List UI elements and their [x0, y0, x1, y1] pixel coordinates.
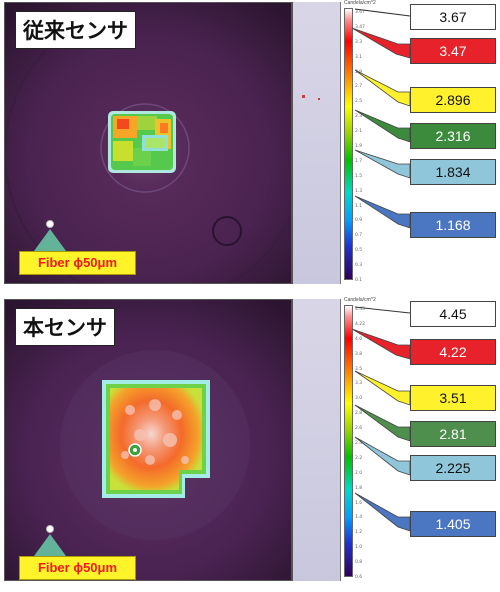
colorbar-tick-label: 4.22: [355, 321, 366, 327]
scale-strip: [292, 299, 341, 581]
colorbar-tick-label: 0.9: [355, 218, 363, 224]
callout-value: 3.47: [410, 38, 496, 64]
callout-value: 4.45: [410, 301, 496, 327]
colorbar-tick-label: 1.9: [355, 144, 363, 149]
fiber-label: Fiber ϕ50μm: [19, 251, 136, 275]
colorbar-tick-label: 0.8: [355, 560, 363, 566]
colorbar-tick-label: 1.2: [355, 530, 363, 536]
callout-value: 1.405: [410, 511, 496, 537]
colorbar-tick-label: 0.1: [355, 278, 363, 283]
colorbar: [344, 305, 353, 577]
colorbar-tick-label: 1.3: [355, 188, 363, 194]
colorbar-tick-label: 3.3: [355, 39, 363, 45]
panel-title: 本センサ: [15, 308, 115, 346]
colorbar-tick-label: 3.5: [355, 366, 363, 372]
colorbar-tick-label: 2.5: [355, 99, 363, 105]
colorbar-tick-label: 3.47: [355, 24, 366, 30]
colorbar-tick-label: 2.4: [355, 441, 363, 446]
fiber-position-dot: [46, 525, 54, 533]
colorbar-tick-label: 1.8: [355, 485, 363, 491]
this-sensor-image: 本センサ Fiber ϕ50μm: [4, 299, 292, 581]
callout-value: 3.51: [410, 385, 496, 411]
fiber-label: Fiber ϕ50μm: [19, 556, 136, 580]
fiber-position-dot: [46, 220, 54, 228]
colorbar-tick-label: 2.6: [355, 426, 363, 432]
this-sensor-heatmap: [5, 300, 291, 580]
colorbar-tick-label: 2.3: [355, 114, 363, 120]
callout-value: 2.225: [410, 455, 496, 481]
colorbar-tick-label: 2.9: [355, 69, 363, 75]
colorbar-tick-label: 1.4: [355, 515, 363, 521]
callout-value: 2.896: [410, 87, 496, 113]
colorbar-tick-label: 0.3: [355, 263, 363, 269]
colorbar-tick-label: 2.7: [355, 84, 363, 90]
colorbar-tick-label: 0.5: [355, 248, 363, 254]
callout-value: 3.67: [410, 4, 496, 30]
colorbar-tick-label: 2.0: [355, 470, 363, 476]
this-sensor-panel: 本センサ Fiber ϕ50μm Candela/cm^2 4.45 4.22 4.…: [0, 297, 500, 583]
colorbar-tick-label: 4.45: [355, 307, 366, 312]
colorbar-tick-label: 2.2: [355, 455, 363, 461]
colorbar-tick-label: 0.7: [355, 233, 363, 239]
colorbar-tick-label: 0.6: [355, 575, 363, 580]
colorbar-tick-label: 2.1: [355, 129, 363, 135]
colorbar-tick-label: 2.8: [355, 411, 363, 417]
scale-strip: [292, 2, 341, 284]
colorbar-tick-label: 1.0: [355, 545, 363, 551]
colorbar-title: Candela/cm^2: [344, 297, 376, 303]
colorbar-tick-label: 3.3: [355, 381, 363, 387]
colorbar-tick-label: 3.1: [355, 54, 363, 60]
colorbar-tick-label: 1.7: [355, 158, 363, 164]
colorbar: [344, 8, 353, 280]
fiber-pointer-arrow: [34, 229, 66, 251]
conventional-sensor-image: 従来センサ Fiber ϕ50μm: [4, 2, 292, 284]
fiber-pointer-arrow: [34, 534, 66, 556]
colorbar-tick-label: 3.0: [355, 396, 363, 402]
callout-value: 4.22: [410, 339, 496, 365]
conventional-sensor-panel: 従来センサ Fiber ϕ50μm Candela/cm^2 3.67 3.47 3…: [0, 0, 500, 286]
colorbar-tick-label: 1.5: [355, 173, 363, 179]
colorbar-tick-label: 1.1: [355, 203, 363, 209]
colorbar-tick-label: 1.6: [355, 500, 363, 506]
colorbar-tick-label: 3.8: [355, 351, 363, 357]
colorbar-tick-label: 4.0: [355, 336, 363, 342]
panel-title: 従来センサ: [15, 11, 136, 49]
callout-value: 1.168: [410, 212, 496, 238]
noise-marks: [302, 95, 320, 100]
colorbar-title: Candela/cm^2: [344, 0, 376, 6]
callout-value: 2.316: [410, 123, 496, 149]
callout-value: 2.81: [410, 421, 496, 447]
callout-value: 1.834: [410, 159, 496, 185]
colorbar-tick-label: 3.67: [355, 10, 366, 15]
